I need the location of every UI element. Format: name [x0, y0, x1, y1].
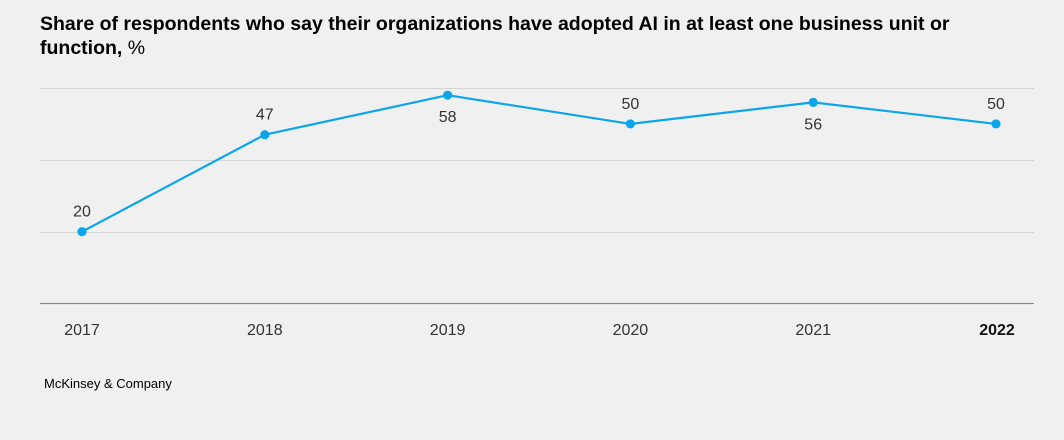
data-label: 50: [622, 96, 640, 113]
data-label: 56: [804, 116, 822, 133]
data-label: 50: [987, 96, 1005, 113]
data-label: 58: [439, 109, 457, 126]
data-point: [443, 90, 453, 100]
data-point: [808, 97, 818, 107]
data-label: 20: [73, 204, 91, 221]
x-tick-label: 2020: [613, 322, 649, 339]
x-tick-label: 2019: [430, 322, 466, 339]
x-tick-label: 2021: [795, 322, 831, 339]
x-tick-label: 2017: [64, 322, 100, 339]
data-point: [625, 119, 636, 129]
data-point: [260, 130, 270, 140]
chart-title-unit: %: [127, 37, 146, 59]
series-line: [80, 94, 998, 233]
data-point: [991, 119, 1001, 129]
data-label: 47: [256, 107, 274, 124]
line-chart: 20 47 58 50 56 50 2017 2018 2019 2020 2021 2022: [40, 88, 1034, 339]
source-note: McKinsey & Company: [44, 376, 172, 391]
chart-title: Share of respondents who say their organ…: [40, 12, 1030, 60]
x-tick-label: 2022: [979, 322, 1015, 339]
x-tick-label: 2018: [247, 322, 283, 339]
chart-title-text: Share of respondents who say their organ…: [40, 13, 950, 59]
data-point: [77, 227, 87, 237]
